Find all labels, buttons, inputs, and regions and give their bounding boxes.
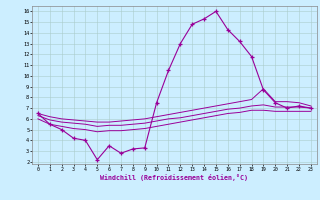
X-axis label: Windchill (Refroidissement éolien,°C): Windchill (Refroidissement éolien,°C)	[100, 174, 248, 181]
